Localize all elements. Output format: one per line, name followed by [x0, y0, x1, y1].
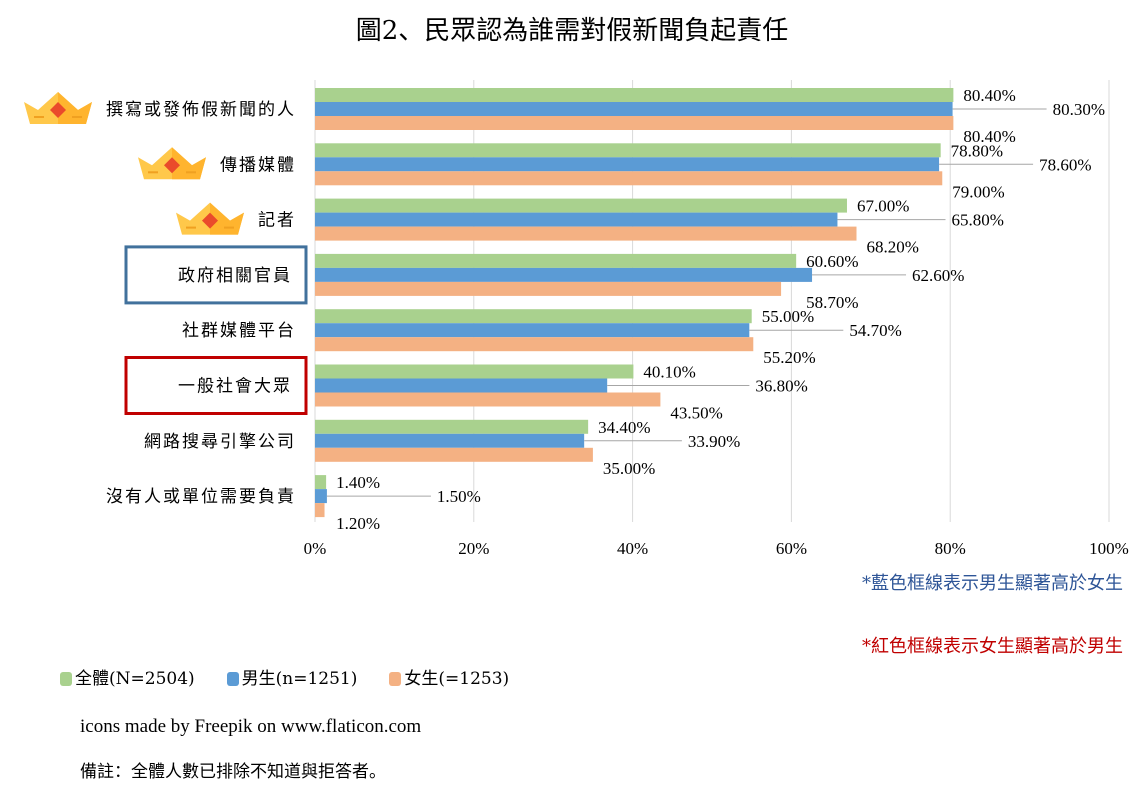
- data-label-all: 1.40%: [336, 473, 380, 492]
- data-label-all: 55.00%: [762, 307, 814, 326]
- data-label-all: 67.00%: [857, 197, 909, 216]
- data-label-all: 40.10%: [643, 363, 695, 382]
- legend-item-female: 女生(=1253): [389, 664, 509, 689]
- data-label-female: 58.70%: [806, 293, 858, 312]
- category-label: 政府相關官員: [178, 266, 292, 286]
- x-tick-label: 40%: [617, 539, 648, 558]
- bar-male: [315, 102, 953, 116]
- data-label-male: 36.80%: [755, 377, 807, 396]
- data-label-male: 33.90%: [688, 432, 740, 451]
- data-label-female: 68.20%: [867, 238, 919, 257]
- data-label-all: 80.40%: [963, 86, 1015, 105]
- x-tick-label: 100%: [1089, 539, 1129, 558]
- icon-credit: icons made by Freepik on www.flaticon.co…: [80, 716, 422, 737]
- bar-female: [315, 171, 943, 186]
- data-label-male: 80.30%: [1053, 100, 1105, 119]
- bar-male: [315, 323, 750, 338]
- data-label-male: 62.60%: [912, 266, 964, 285]
- legend-swatch: [226, 672, 239, 686]
- bar-male: [315, 267, 813, 282]
- category-label: 網路搜尋引擎公司: [144, 432, 296, 452]
- data-label-male: 65.80%: [952, 211, 1004, 230]
- legend-swatch: [60, 672, 72, 686]
- bar-male: [315, 433, 585, 448]
- bar-male: [315, 157, 940, 172]
- bar-female: [315, 503, 325, 518]
- data-label-male: 78.60%: [1039, 155, 1091, 174]
- data-label-female: 55.20%: [763, 348, 815, 367]
- data-label-all: 78.80%: [951, 141, 1003, 160]
- bar-male: [315, 489, 327, 504]
- bar-male: [315, 378, 608, 393]
- data-label-all: 60.60%: [806, 252, 858, 271]
- bar-all: [315, 475, 327, 490]
- data-label-female: 79.00%: [952, 182, 1004, 201]
- crown-icon: [176, 202, 244, 235]
- crown-icon: [138, 147, 206, 180]
- x-tick-label: 0%: [304, 539, 327, 558]
- legend-swatch: [389, 672, 402, 686]
- legend-label: 全體(N=2504): [75, 669, 195, 689]
- category-label: 記者: [258, 211, 296, 231]
- x-tick-label: 80%: [935, 539, 966, 558]
- bar-all: [315, 419, 589, 434]
- bar-all: [315, 364, 634, 379]
- bar-female: [315, 392, 661, 407]
- bar-all: [315, 198, 847, 213]
- bar-female: [315, 447, 593, 462]
- category-label: 一般社會大眾: [178, 377, 292, 397]
- legend-item-all: 全體(N=2504): [60, 664, 195, 689]
- data-label-all: 34.40%: [598, 418, 650, 437]
- blue-box-note: *藍色框線表示男生顯著高於女生: [862, 573, 1123, 594]
- data-label-female: 80.40%: [963, 127, 1015, 146]
- bar-male: [315, 212, 838, 227]
- bar-all: [315, 143, 941, 158]
- category-label: 社群媒體平台: [182, 321, 296, 341]
- data-label-female: 43.50%: [670, 404, 722, 423]
- legend-label: 男生(n=1251): [241, 669, 358, 689]
- remark: 備註：全體人數已排除不知道與拒答者。: [80, 762, 386, 782]
- category-label: 傳播媒體: [220, 155, 296, 175]
- legend: 全體(N=2504) 男生(n=1251) 女生(=1253): [60, 664, 509, 689]
- x-tick-label: 20%: [458, 539, 489, 558]
- red-highlight-box: [124, 356, 308, 415]
- bar-female: [315, 226, 857, 241]
- legend-item-male: 男生(n=1251): [226, 664, 358, 689]
- category-label: 撰寫或發佈假新聞的人: [106, 100, 296, 120]
- data-label-male: 54.70%: [849, 321, 901, 340]
- bar-all: [315, 88, 954, 102]
- chart-title: 圖2、民眾認為誰需對假新聞負起責任: [355, 16, 789, 46]
- crown-icon: [24, 92, 92, 124]
- blue-highlight-box: [124, 245, 308, 305]
- bar-female: [315, 337, 754, 352]
- data-label-female: 35.00%: [603, 459, 655, 478]
- legend-label: 女生(=1253): [404, 669, 510, 689]
- bar-female: [315, 281, 782, 296]
- red-box-note: *紅色框線表示女生顯著高於男生: [862, 636, 1123, 657]
- category-label: 沒有人或單位需要負責: [106, 487, 296, 507]
- bar-all: [315, 309, 752, 324]
- bar-all: [315, 253, 797, 268]
- x-tick-label: 60%: [776, 539, 807, 558]
- data-label-female: 1.20%: [336, 514, 380, 533]
- data-label-male: 1.50%: [437, 487, 481, 506]
- bar-female: [315, 116, 954, 130]
